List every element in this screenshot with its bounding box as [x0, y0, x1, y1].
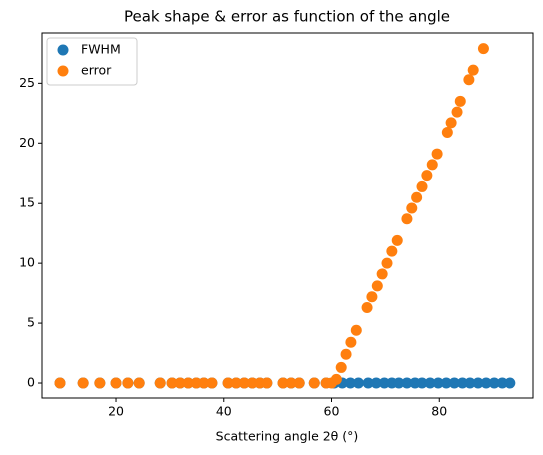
point [467, 64, 479, 76]
point [330, 373, 342, 385]
point [376, 268, 388, 280]
point [477, 43, 489, 55]
point [401, 377, 413, 389]
point [406, 202, 418, 214]
point [416, 180, 428, 192]
y-tick-label: 25 [19, 75, 35, 90]
point [448, 377, 460, 389]
point [464, 377, 476, 389]
point [393, 377, 405, 389]
point [182, 377, 194, 389]
point [391, 234, 403, 246]
point [432, 377, 444, 389]
point [431, 148, 443, 160]
point [454, 95, 466, 107]
x-tick-label: 20 [108, 404, 124, 419]
point [463, 74, 475, 86]
x-tick-label: 80 [431, 404, 447, 419]
x-tick-label: 40 [216, 404, 232, 419]
point [154, 377, 166, 389]
point [445, 117, 457, 129]
point [370, 377, 382, 389]
legend-label: error [81, 63, 112, 78]
point [308, 377, 320, 389]
point [344, 377, 356, 389]
point [54, 377, 66, 389]
point [335, 361, 347, 373]
point [345, 336, 357, 348]
legend-marker [57, 65, 69, 77]
point [456, 377, 468, 389]
legend-marker [57, 44, 69, 56]
point [488, 377, 500, 389]
point [166, 377, 178, 389]
point [386, 245, 398, 257]
point [133, 377, 145, 389]
point [440, 377, 452, 389]
x-axis-label: Scattering angle 2θ (°) [216, 429, 359, 444]
point [222, 377, 234, 389]
point [426, 159, 438, 171]
point [371, 280, 383, 292]
point [238, 377, 250, 389]
point [340, 348, 352, 360]
point [416, 377, 428, 389]
x-tick-label: 60 [324, 404, 340, 419]
point [198, 377, 210, 389]
y-tick-label: 0 [27, 375, 35, 390]
point [206, 377, 218, 389]
point [421, 170, 433, 182]
y-tick-label: 20 [19, 135, 35, 150]
point [496, 377, 508, 389]
point [230, 377, 242, 389]
point [441, 126, 453, 138]
point [174, 377, 186, 389]
point [352, 377, 364, 389]
chart-title: Peak shape & error as function of the an… [124, 8, 450, 26]
point [472, 377, 484, 389]
point [94, 377, 106, 389]
point [451, 106, 463, 118]
point [277, 377, 289, 389]
legend-box [46, 37, 138, 86]
point [122, 377, 134, 389]
y-tick-label: 5 [27, 315, 35, 330]
point [381, 257, 393, 269]
plot-frame [41, 32, 534, 399]
point [77, 377, 89, 389]
point [424, 377, 436, 389]
point [362, 377, 374, 389]
point [261, 377, 273, 389]
point [110, 377, 122, 389]
point [378, 377, 390, 389]
point [411, 191, 423, 203]
point [480, 377, 492, 389]
point [366, 291, 378, 303]
point [504, 377, 516, 389]
y-tick-label: 10 [19, 255, 35, 270]
point [401, 213, 413, 225]
point [285, 377, 297, 389]
point [350, 324, 362, 336]
legend-label: FWHM [81, 42, 121, 57]
y-tick-label: 15 [19, 195, 35, 210]
point [293, 377, 305, 389]
point [190, 377, 202, 389]
point [361, 301, 373, 313]
point [246, 377, 258, 389]
